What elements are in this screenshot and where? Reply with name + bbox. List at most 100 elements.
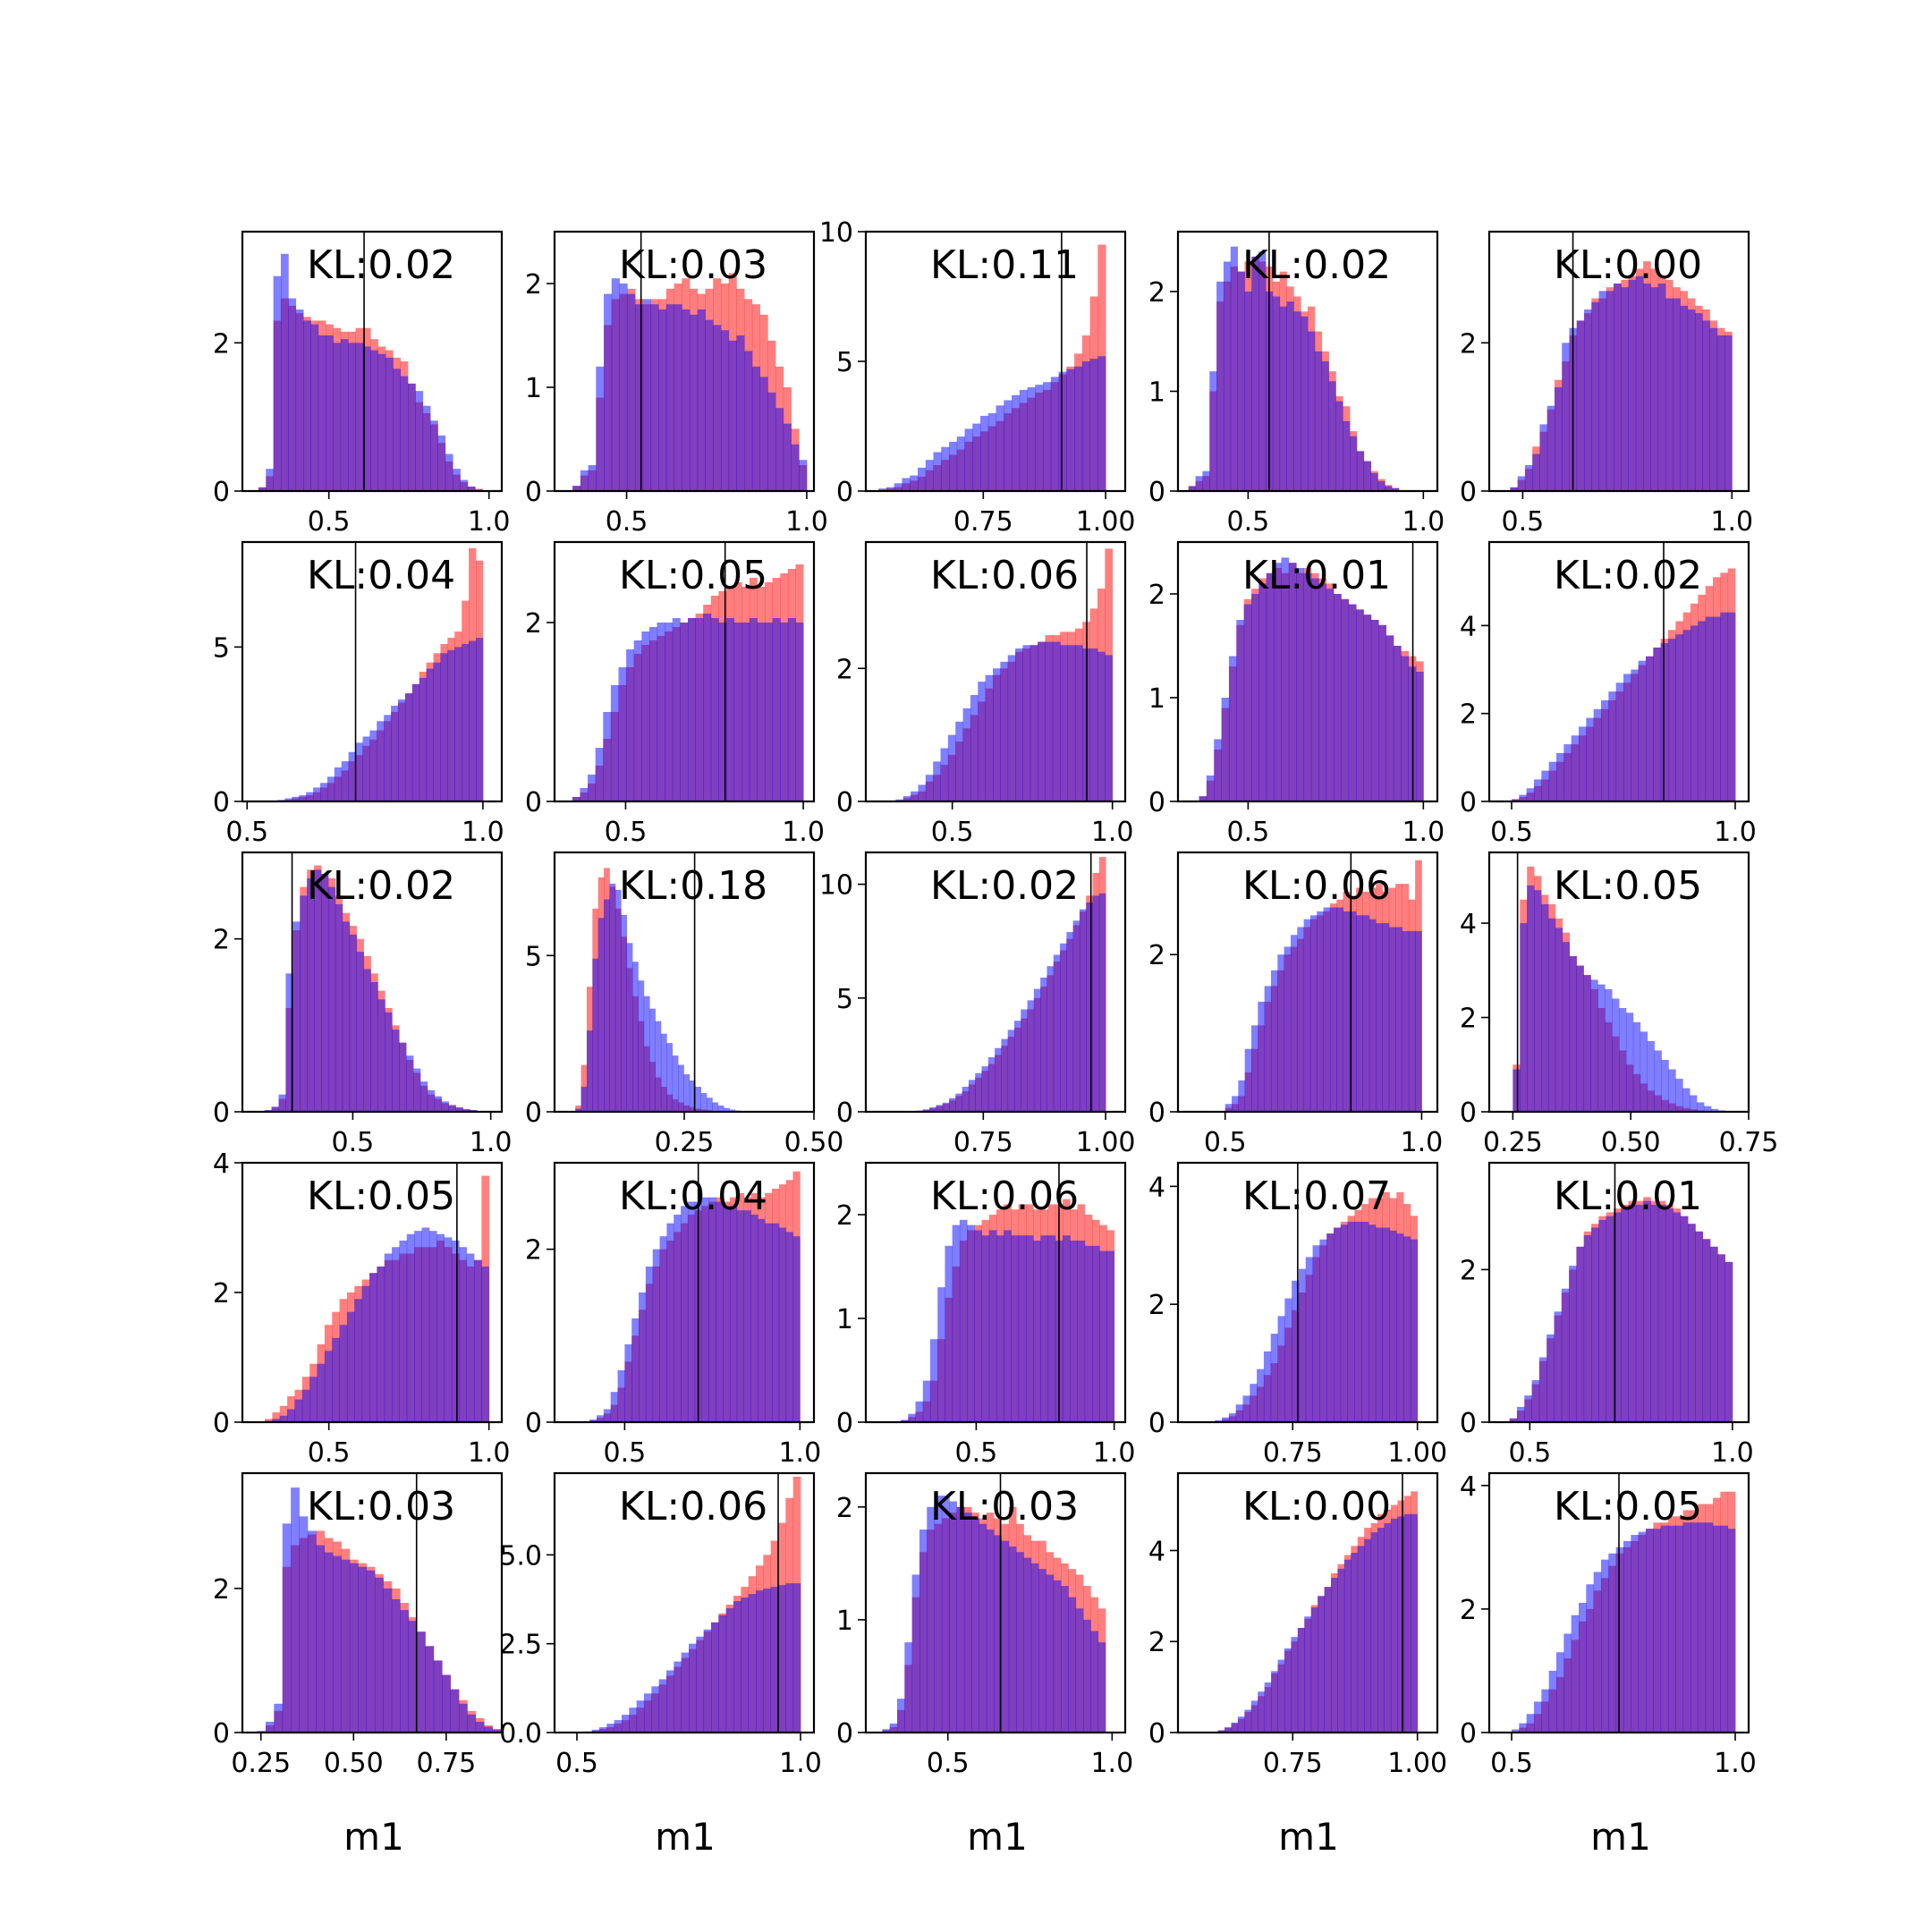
panel-3-4-bar-b-11 <box>1290 935 1298 1112</box>
panel-3-1-bar-b-15 <box>363 969 371 1112</box>
panel-1-3-bar-b-4 <box>894 483 902 491</box>
panel-4-5-bar-b-27 <box>1702 1239 1711 1422</box>
panel-4-1-bar-b-14 <box>361 1285 370 1422</box>
panel-1-5-bar-b-8 <box>1562 343 1570 491</box>
panel-2-2-bar-b-21 <box>726 618 735 801</box>
panel-1-4-xtick-label-2: 1.0 <box>1402 506 1445 538</box>
panel-3-1-bar-b-4 <box>285 973 293 1112</box>
panel-2-1-ytick-label-2: 5 <box>213 632 230 664</box>
panel-1-1-bar-b-27 <box>453 469 461 491</box>
panel-3-4: 0.5 1.0 0 2 KL:0.06 <box>1148 851 1444 1158</box>
panel-2-4-kl-label: KL:0.01 <box>1242 553 1391 598</box>
panel-4-3-bar-b-19 <box>1025 1235 1034 1422</box>
panel-2-3-bar-b-29 <box>1097 651 1106 801</box>
panel-3-4-bar-b-24 <box>1376 923 1383 1112</box>
panel-2-5-bar-b-3 <box>1526 788 1535 801</box>
panel-4-2-bar-b-10 <box>652 1249 660 1422</box>
panel-5-5-bar-b-13 <box>1601 1559 1609 1733</box>
panel-4-1-bar-b-30 <box>481 1267 490 1422</box>
panel-1-3: 0.75 1.00 0 5 10 KL:0.11 <box>819 217 1136 538</box>
panel-4-2-bar-b-9 <box>645 1267 654 1422</box>
panel-4-4-bar-b-25 <box>1375 1227 1384 1422</box>
panel-4-4-bar-b-27 <box>1389 1230 1397 1422</box>
panel-3-4-xtick-label-2: 1.0 <box>1401 1127 1444 1158</box>
panel-1-5-bar-b-20 <box>1650 287 1659 491</box>
panel-5-4-bar-b-11 <box>1284 1648 1292 1733</box>
panel-1-1-bar-b-9 <box>318 335 326 491</box>
panel-1-4-bar-b-29 <box>1385 486 1393 491</box>
panel-2-3-bar-b-18 <box>1015 648 1023 801</box>
panel-5-2-ytick-label-1: 0.0 <box>499 1718 542 1750</box>
panel-3-1-bar-b-29 <box>462 1109 470 1112</box>
panel-2-2-bar-b-6 <box>610 685 619 801</box>
panel-3-2-bar-b-7 <box>609 883 616 1112</box>
panel-4-2-bar-b-17 <box>701 1197 709 1422</box>
panel-5-3-bar-b-25 <box>1061 1586 1069 1733</box>
panel-2-3-bar-b-10 <box>955 721 964 801</box>
panel-1-1-bar-b-26 <box>445 453 453 491</box>
panel-4-4-bar-b-14 <box>1298 1268 1307 1422</box>
panel-4-4-bar-b-5 <box>1235 1404 1243 1422</box>
panel-2-5: 0.5 1.0 0 2 4 KL:0.02 <box>1460 540 1757 848</box>
panel-5-3-bar-b-15 <box>986 1530 995 1733</box>
panel-3-2-bar-b-6 <box>604 899 610 1112</box>
panel-5-5-bar-b-23 <box>1675 1525 1684 1733</box>
panel-5-2-xtick-label-1: 0.5 <box>555 1748 598 1779</box>
panel-1-3-bar-b-5 <box>902 478 911 491</box>
panel-3-2-bar-b-23 <box>700 1093 708 1112</box>
panel-3-5: 0.25 0.50 0.75 0 2 4 KL:0.05 <box>1460 851 1778 1158</box>
panel-3-2-bar-b-14 <box>649 1008 656 1112</box>
panel-3-1-bar-b-22 <box>412 1068 421 1112</box>
panel-5-1-bar-b-8 <box>316 1545 326 1733</box>
panel-2-4-bar-b-11 <box>1274 563 1282 801</box>
panel-2-4-bar-b-7 <box>1243 604 1252 801</box>
panel-2-2-bar-b-14 <box>672 618 681 801</box>
panel-3-3-bar-b-19 <box>1027 1000 1035 1112</box>
panel-2-5-bar-b-1 <box>1512 799 1520 801</box>
panel-4-3-bar-b-3 <box>908 1413 916 1422</box>
panel-3-2: 0.25 0.50 0 5 KL:0.18 <box>525 851 843 1158</box>
panel-3-4-bar-b-26 <box>1388 927 1396 1112</box>
panel-3-2-bar-b-4 <box>592 958 599 1112</box>
panel-1-2-ytick-label-2: 1 <box>525 373 542 404</box>
panel-4-2-bar-b-27 <box>771 1223 780 1422</box>
panel-3-2-bar-b-8 <box>614 889 622 1112</box>
panel-1-4-bar-b-13 <box>1272 296 1281 491</box>
panel-4-3-bar-b-17 <box>1011 1235 1020 1422</box>
panel-5-2-bar-b-20 <box>718 1614 727 1733</box>
panel-2-4-bar-b-24 <box>1370 620 1379 801</box>
panel-1-2-bar-b-11 <box>650 304 659 491</box>
panel-4-5-bar-b-5 <box>1538 1357 1547 1422</box>
panel-1-4-bar-b-16 <box>1293 311 1301 491</box>
panel-3-2-bar-b-2 <box>580 1087 588 1112</box>
panel-3-4-bar-b-27 <box>1395 927 1402 1112</box>
panel-5-1-bar-b-6 <box>299 1516 309 1733</box>
panel-3-5-bar-b-18 <box>1632 1021 1641 1112</box>
panel-1-5-ytick-label-2: 2 <box>1460 328 1477 360</box>
panel-5-1-bar-b-9 <box>324 1552 334 1733</box>
panel-1-4-bar-b-28 <box>1377 480 1385 491</box>
panel-5-3-bar-b-2 <box>889 1723 898 1733</box>
panel-2-3-bar-b-22 <box>1045 641 1054 801</box>
panel-1-2-bars <box>572 273 808 491</box>
panel-4-4-bar-b-17 <box>1319 1239 1327 1422</box>
panel-2-5-bar-b-14 <box>1608 691 1617 801</box>
panel-1-3-bar-b-7 <box>918 467 927 491</box>
panel-5-5-kl-label: KL:0.05 <box>1554 1484 1702 1530</box>
panel-4-2-bar-b-8 <box>639 1292 647 1422</box>
panel-2-5-bar-b-27 <box>1705 616 1714 801</box>
panel-5-5-bar-b-27 <box>1705 1522 1714 1733</box>
panel-5-2-bar-b-19 <box>711 1622 719 1733</box>
panel-5-3-bar-b-5 <box>911 1574 920 1733</box>
panel-3-5-bar-b-24 <box>1675 1079 1683 1112</box>
panel-5-4-kl-label: KL:0.00 <box>1242 1484 1391 1530</box>
panel-1-5-bar-b-18 <box>1635 275 1644 491</box>
panel-1-1-xtick-label-1: 0.5 <box>308 506 351 538</box>
panel-1-5-bar-b-28 <box>1709 327 1718 491</box>
panel-4-2-bar-b-13 <box>674 1215 682 1422</box>
panel-2-5-xtick-label-1: 0.5 <box>1490 817 1533 848</box>
panel-1-2-bar-b-1 <box>572 486 581 491</box>
panel-5-5-bar-b-24 <box>1682 1522 1691 1733</box>
panel-5-5-bar-b-3 <box>1526 1714 1535 1733</box>
panel-2-3-bar-b-8 <box>940 748 949 801</box>
